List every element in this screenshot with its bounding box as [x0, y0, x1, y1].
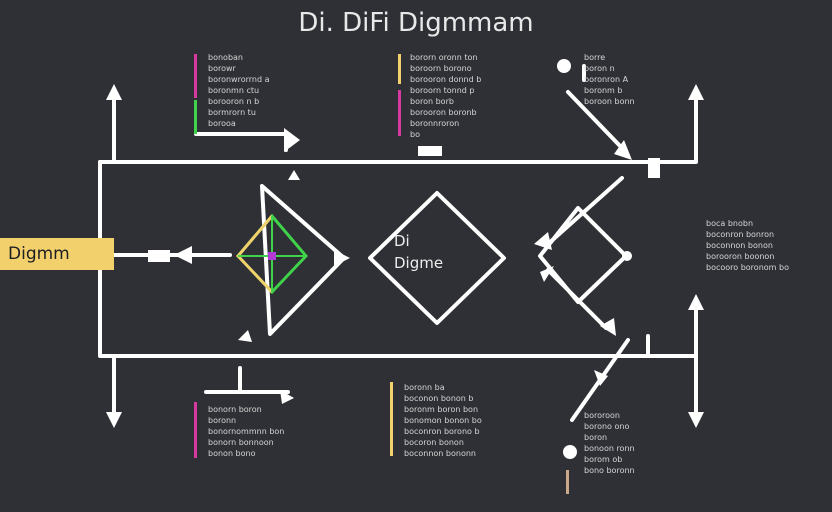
- arrowhead-right-diamond-low: [540, 266, 554, 282]
- accent-bar-green-top-left: [194, 100, 197, 134]
- note-top-mid: bororn oronn ton boroorn borono borooron d…: [410, 52, 481, 140]
- node-bottom-right: [563, 445, 577, 459]
- note-bottom-mid: boronn ba boconon bonon b boronm boron bon…: [404, 382, 482, 459]
- small-box-right: [648, 158, 660, 178]
- note-line: boronnroron: [410, 119, 460, 128]
- note-line: boron n: [584, 64, 615, 73]
- arrowhead-upper-right: [614, 140, 632, 160]
- center-label: Di Digme: [394, 232, 484, 272]
- note-line: boconon bonon b: [404, 394, 474, 403]
- note-line: bonoban: [208, 53, 243, 62]
- note-line: bono boronn: [584, 466, 635, 475]
- accent-bar-yellow-top-mid: [398, 54, 401, 84]
- bottom-left-cross: [204, 366, 290, 394]
- accent-bar-pink-top-mid: [398, 90, 401, 136]
- top-line: [98, 90, 698, 164]
- note-line: borre: [584, 53, 606, 62]
- center-label-line1: Di: [394, 232, 410, 250]
- note-line: borooron boonon: [706, 252, 775, 261]
- note-line: bonorn boron: [208, 405, 262, 414]
- note-line: boron: [584, 433, 608, 442]
- note-line: bonomon bonon bo: [404, 416, 482, 425]
- note-line: boconron borono b: [404, 427, 480, 436]
- arrowhead-left-line: [174, 246, 192, 264]
- arrowhead-triangle-low: [238, 330, 252, 342]
- accent-bar-pink-bottom-left: [194, 402, 197, 458]
- note-line: boroon bonn: [584, 97, 635, 106]
- note-line: boronwrorrnd a: [208, 75, 270, 84]
- arrowhead-left-bottom: [106, 412, 122, 428]
- note-line: boroorn tonnd p: [410, 86, 475, 95]
- arrowhead-right-mid: [688, 294, 704, 310]
- arrowhead-lower-right: [600, 318, 616, 336]
- note-bottom-left: bonorn boron boronn bonornommnn bon bonorn …: [208, 404, 284, 459]
- arrowhead-triangle-tip: [334, 250, 350, 266]
- note-line: boronm b: [584, 86, 623, 95]
- arrowhead-small-top: [288, 170, 300, 180]
- note-line: boron borb: [410, 97, 454, 106]
- note-line: bocooro boronom bo: [706, 263, 789, 272]
- center-diamond: [368, 191, 506, 325]
- note-line: boronm boron bon: [404, 405, 479, 414]
- note-line: borooron n b: [208, 97, 260, 106]
- arrowhead-right-top: [688, 84, 704, 100]
- small-box-left: [148, 250, 170, 262]
- note-top-left: bonoban borowr boronwrorrnd a boronmn ctu bo…: [208, 52, 270, 129]
- note-line: boronn ba: [404, 383, 445, 392]
- arrowhead-bottom-cross: [280, 390, 294, 404]
- note-line: boconnon bononn: [404, 449, 476, 458]
- arrowhead-right-diamond: [534, 232, 552, 250]
- note-line: borono ono: [584, 422, 630, 431]
- note-line: boroorn borono: [410, 64, 472, 73]
- note-line: borom ob: [584, 455, 623, 464]
- inner-purple-dot: [268, 252, 276, 260]
- right-lower-diagonal: [546, 268, 608, 330]
- note-line: borooa: [208, 119, 236, 128]
- note-top-right: borre boron n boronron A boronm b boroon bon…: [584, 52, 635, 107]
- small-box-top: [418, 146, 442, 156]
- callout-label: Digmm: [0, 238, 114, 270]
- note-line: bonon bono: [208, 449, 256, 458]
- note-line: borooron boronb: [410, 108, 477, 117]
- arrowhead-bottom-right: [594, 370, 608, 386]
- note-line: borooron donnd b: [410, 75, 482, 84]
- top-right-diagonal: [566, 90, 624, 150]
- note-line: boronmn ctu: [208, 86, 260, 95]
- left-triangle: [260, 184, 346, 336]
- note-line: bormrorn tu: [208, 108, 256, 117]
- note-line: boca bnobn: [706, 219, 754, 228]
- note-line: boronn: [208, 416, 237, 425]
- note-line: bororoon: [584, 411, 620, 420]
- right-upper-diagonal: [546, 176, 624, 246]
- note-line: boconnon bonon: [706, 241, 773, 250]
- note-line: bororn oronn ton: [410, 53, 478, 62]
- center-label-line2: Digme: [394, 254, 444, 272]
- node-right-diamond: [622, 251, 632, 261]
- node-top-right: [557, 59, 571, 73]
- note-line: bocoron bonon: [404, 438, 464, 447]
- note-line: bonornommnn bon: [208, 427, 285, 436]
- accent-bar-yellow-bottom-mid: [390, 382, 393, 456]
- note-bottom-right: bororoon borono ono boron bonoon ronn borom …: [584, 410, 635, 476]
- accent-bar-pink-top-left: [194, 54, 197, 98]
- note-line: bo: [410, 130, 420, 139]
- note-line: boronron A: [584, 75, 629, 84]
- note-right: boca bnobn boconron bonron boconnon bonon b…: [706, 218, 789, 273]
- arrowhead-right-bottom: [688, 412, 704, 428]
- arrowhead-bracket: [284, 128, 300, 152]
- arrowhead-left-top: [106, 84, 122, 100]
- top-left-bracket: [194, 132, 288, 152]
- accent-bar-tan-bottom-right: [566, 470, 569, 494]
- diagram-title: Di. DiFi Digmmam: [298, 8, 534, 38]
- right-diamond: [538, 206, 628, 304]
- note-line: borowr: [208, 64, 236, 73]
- note-line: boconron bonron: [706, 230, 775, 239]
- note-line: bonorn bonnoon: [208, 438, 274, 447]
- note-line: bonoon ronn: [584, 444, 635, 453]
